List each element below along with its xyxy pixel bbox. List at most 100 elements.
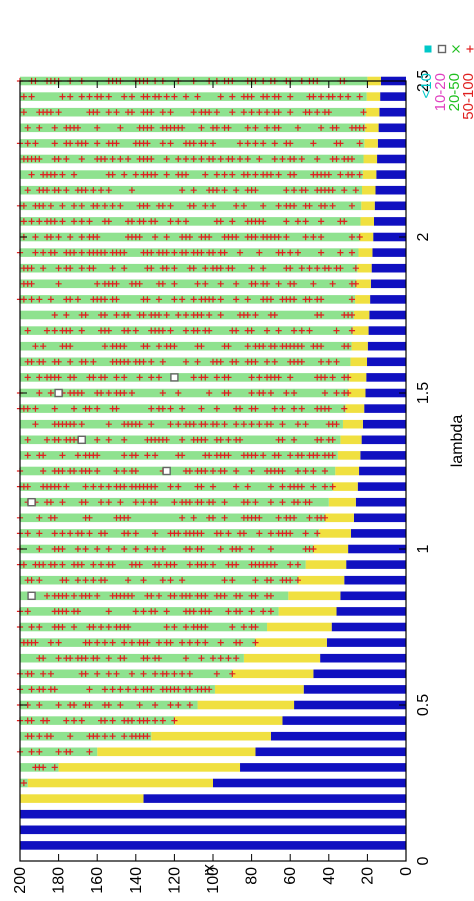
data-column [16,747,406,757]
x-axis: 0 0.5 1 1.5 2 2.5 [20,70,432,865]
data-column [16,388,406,398]
data-point-band [20,388,349,398]
data-point-band [349,373,367,382]
data-point-band [335,466,360,476]
data-column [16,201,407,211]
data-column [16,529,406,538]
legend-label: 20-50 [446,73,463,111]
data-column [20,123,406,133]
data-column [20,154,406,164]
data-point-band [20,560,306,569]
outlier-point [162,466,171,476]
y-tick-label: 60 [282,867,299,885]
data-column [20,794,407,803]
data-point-band [20,341,352,351]
data-point-band [362,170,377,179]
data-column [16,139,406,148]
legend-marker [452,45,460,53]
data-column [20,763,406,772]
data-column [20,653,406,663]
data-column [20,591,407,601]
data-point-band [365,388,406,398]
y-tick-label: 100 [205,867,222,894]
data-point-band [332,482,358,491]
data-point-band [350,529,406,538]
data-point-band [20,419,343,429]
data-column [16,295,406,304]
data-point-band [373,232,407,242]
data-point-band [367,341,407,351]
data-point-band [20,794,144,803]
data-column [20,435,406,445]
data-point-band [20,653,244,663]
x-tick-label: 0 [415,856,432,865]
data-point-band [267,622,332,632]
data-point-band [360,451,406,460]
data-point-band [213,778,406,788]
data-column [16,716,407,725]
data-point-band [20,716,175,725]
data-point-band [20,513,325,523]
data-point-band [143,794,407,803]
data-point-band [328,497,356,507]
outlier-point [27,498,36,507]
data-point-band [340,435,362,445]
data-point-band [374,201,407,211]
data-point-band [20,809,406,819]
data-column [16,513,407,523]
legend-marker [424,45,432,53]
data-point-band [353,310,370,320]
data-point-band [20,92,367,101]
data-column [20,341,407,351]
data-column [20,310,406,320]
data-point-band [348,388,366,398]
data-point-band [348,544,407,554]
data-point-band [297,575,345,585]
legend-label: <10 [418,73,435,98]
data-column [20,451,406,460]
data-column [20,419,406,429]
outlier-point [170,373,179,382]
data-point-band [20,575,298,585]
data-column [16,622,407,632]
data-column [20,731,406,741]
data-point-band [320,653,406,663]
data-point-band [240,763,406,772]
data-point-band [255,638,327,647]
data-point-band [58,763,241,772]
data-point-band [20,669,233,679]
data-point-band [358,248,373,257]
data-point-band [331,622,407,632]
data-point-band [337,451,361,460]
data-column [20,92,406,101]
data-point-band [351,341,368,351]
data-point-band [336,607,406,616]
data-point-band [378,123,406,133]
data-point-band [369,310,406,320]
legend-marker [466,45,474,53]
data-point-band [305,560,347,569]
data-point-band [368,326,407,335]
data-point-band [370,295,406,304]
data-column [20,357,407,367]
data-point-band [214,685,304,694]
data-point-band [97,747,256,757]
data-column [20,279,406,289]
data-point-band [319,529,351,538]
data-point-band [353,513,407,523]
data-column [20,263,406,273]
y-tick-label: 20 [359,867,376,885]
outlier-point [77,435,86,444]
data-column [20,841,406,850]
data-point-band [313,669,406,679]
data-point-band [344,575,406,585]
legend-item: <10 [418,45,435,98]
data-point-band [373,217,407,226]
data-column [16,482,406,491]
legend-item: 20-50 [446,45,463,111]
data-point-band [20,731,152,741]
data-column [16,700,406,710]
data-point-band [151,731,271,741]
data-point-band [294,700,406,710]
